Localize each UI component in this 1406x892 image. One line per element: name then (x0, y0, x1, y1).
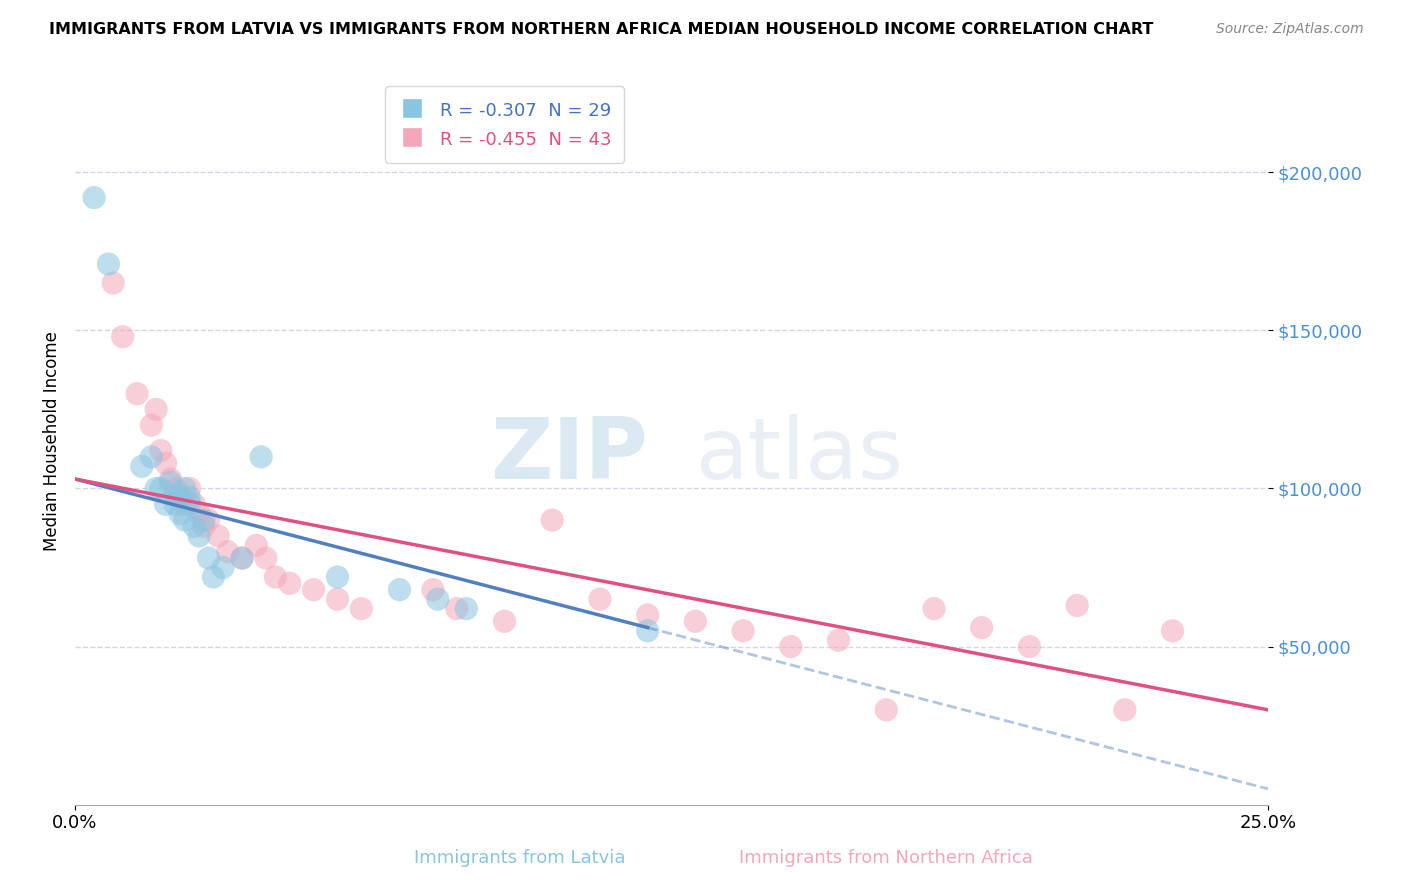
Point (159, 475, 181, 490)
Point (169, 507, 191, 521)
Point (159, 472, 181, 486)
Point (245, 538, 267, 552)
Point (637, 607, 659, 622)
Point (183, 519, 205, 533)
Point (264, 570, 287, 584)
Point (197, 513, 219, 527)
Point (326, 570, 349, 584)
Point (188, 507, 211, 521)
Point (589, 592, 612, 607)
Text: Immigrants from Latvia: Immigrants from Latvia (415, 849, 626, 867)
Point (388, 582, 411, 597)
Point (97, 257, 120, 271)
Point (541, 513, 564, 527)
Point (970, 621, 993, 635)
Point (231, 551, 253, 566)
Point (149, 443, 172, 458)
Point (1066, 599, 1088, 613)
Point (165, 488, 187, 502)
Point (145, 482, 167, 496)
Point (165, 497, 187, 511)
Point (350, 601, 373, 615)
Point (494, 615, 516, 629)
Point (155, 497, 177, 511)
Text: Source: ZipAtlas.com: Source: ZipAtlas.com (1216, 22, 1364, 37)
Point (145, 402, 167, 417)
Point (1018, 640, 1040, 654)
Point (169, 488, 191, 502)
Point (179, 491, 201, 505)
Point (197, 551, 219, 566)
Point (426, 592, 449, 607)
Point (637, 624, 659, 638)
Point (278, 576, 301, 591)
Point (179, 497, 201, 511)
Point (173, 497, 195, 511)
Point (103, 276, 125, 290)
Point (193, 519, 215, 533)
Point (141, 450, 163, 464)
Point (173, 482, 195, 496)
Point (149, 482, 172, 496)
Legend: R = -0.307  N = 29, R = -0.455  N = 43: R = -0.307 N = 29, R = -0.455 N = 43 (385, 87, 624, 163)
Text: atlas: atlas (696, 414, 904, 497)
Point (302, 582, 325, 597)
Point (193, 513, 215, 527)
Point (183, 497, 205, 511)
Point (422, 582, 444, 597)
Point (202, 570, 225, 584)
Point (231, 551, 253, 566)
Point (827, 633, 849, 648)
Point (456, 601, 478, 615)
Point (179, 482, 201, 496)
Point (212, 560, 235, 574)
Point (155, 456, 177, 470)
Point (779, 640, 801, 654)
Point (173, 513, 195, 527)
Point (1114, 703, 1136, 717)
Text: Immigrants from Northern Africa: Immigrants from Northern Africa (738, 849, 1033, 867)
Point (446, 601, 468, 615)
Point (922, 601, 945, 615)
Point (111, 329, 134, 343)
Point (326, 592, 349, 607)
Text: IMMIGRANTS FROM LATVIA VS IMMIGRANTS FROM NORTHERN AFRICA MEDIAN HOUSEHOLD INCOM: IMMIGRANTS FROM LATVIA VS IMMIGRANTS FRO… (49, 22, 1153, 37)
Point (188, 529, 211, 543)
Point (685, 615, 707, 629)
Point (169, 491, 191, 505)
Point (254, 551, 277, 566)
Y-axis label: Median Household Income: Median Household Income (44, 331, 60, 551)
Point (131, 459, 153, 474)
Point (125, 386, 148, 401)
Point (217, 545, 239, 559)
Point (165, 482, 187, 496)
Text: ZIP: ZIP (489, 414, 648, 497)
Point (250, 450, 273, 464)
Point (141, 418, 163, 433)
Point (83, 191, 105, 205)
Point (1161, 624, 1184, 638)
Point (875, 703, 897, 717)
Point (733, 624, 755, 638)
Point (207, 529, 229, 543)
